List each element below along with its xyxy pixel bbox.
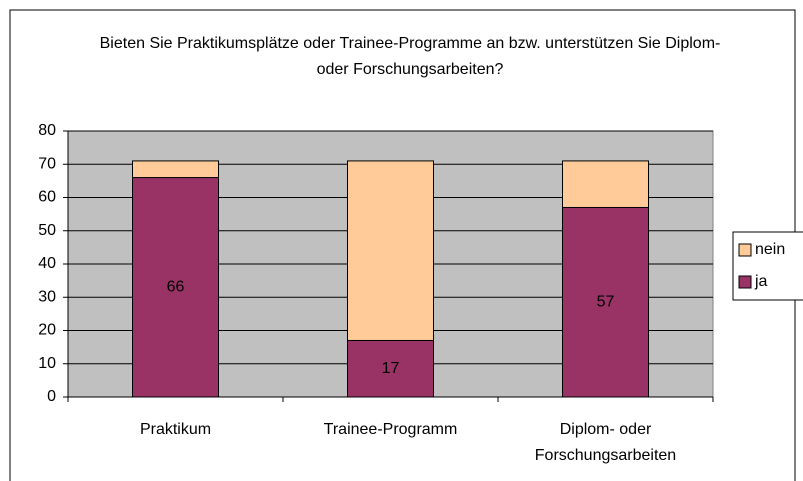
bar-segment bbox=[347, 339, 434, 398]
x-tick-label: Diplom- oder Forschungsarbeiten bbox=[534, 421, 677, 464]
bar-segment bbox=[132, 177, 219, 398]
y-tick-label: 50 bbox=[38, 222, 56, 239]
y-tick-label: 10 bbox=[38, 355, 56, 372]
legend-label: ja bbox=[754, 273, 768, 290]
data-label: 66 bbox=[167, 278, 185, 295]
x-tick-label: Praktikum bbox=[139, 421, 212, 438]
data-label: 17 bbox=[382, 360, 400, 377]
legend-swatch bbox=[738, 275, 752, 289]
bar-segment bbox=[132, 160, 219, 179]
y-tick-label: 0 bbox=[47, 388, 56, 405]
bar-segment bbox=[347, 160, 434, 341]
y-tick-label: 30 bbox=[38, 288, 56, 305]
y-tick-label: 80 bbox=[38, 122, 56, 139]
legend-swatch bbox=[738, 243, 752, 257]
y-tick-label: 40 bbox=[38, 255, 56, 272]
data-label: 57 bbox=[597, 293, 615, 310]
y-tick-label: 70 bbox=[38, 155, 56, 172]
chart-title: Bieten Sie Praktikumsplätze oder Trainee… bbox=[99, 35, 721, 78]
y-tick-label: 60 bbox=[38, 189, 56, 206]
bar-segment bbox=[562, 206, 649, 398]
legend-label: nein bbox=[755, 241, 785, 258]
legend-box bbox=[732, 231, 803, 301]
x-tick-label: Trainee-Programm bbox=[323, 421, 458, 438]
y-tick-label: 20 bbox=[38, 322, 56, 339]
bar-segment bbox=[562, 160, 649, 208]
